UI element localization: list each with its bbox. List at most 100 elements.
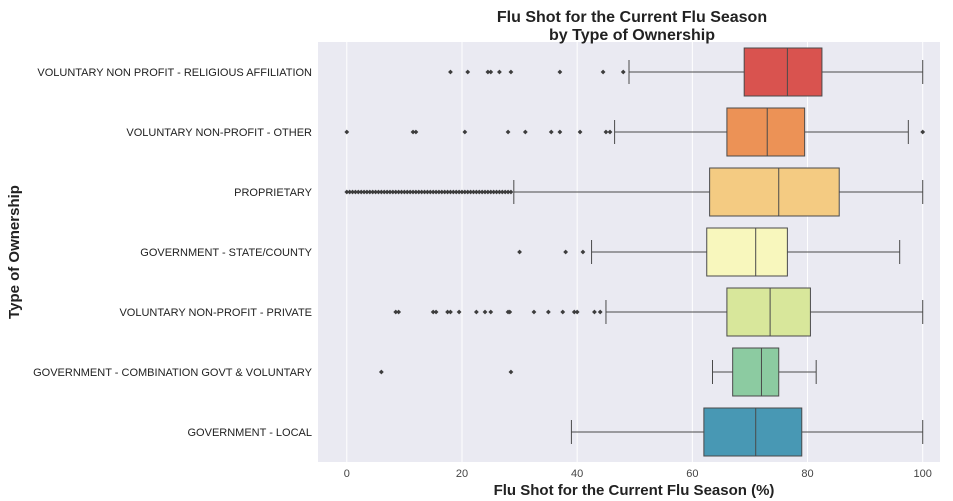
outlier-point	[422, 189, 427, 195]
outlier-point	[488, 69, 494, 75]
box-group	[393, 287, 924, 337]
outlier-point	[450, 189, 456, 195]
iqr-box	[703, 407, 803, 457]
outlier-point	[413, 129, 419, 135]
category-label: PROPRIETARY	[234, 187, 312, 199]
outlier-point	[580, 249, 586, 255]
outlier-point	[410, 189, 416, 195]
outlier-point	[358, 189, 364, 195]
outlier-point	[448, 189, 453, 195]
outlier-point	[399, 189, 404, 195]
outlier-point	[491, 189, 497, 195]
outlier-point	[350, 189, 355, 195]
outlier-point	[497, 189, 502, 195]
outlier-point	[364, 189, 370, 195]
outlier-point	[557, 129, 563, 135]
chart-title-line-2: by Type of Ownership	[549, 27, 715, 44]
box-group	[448, 47, 924, 97]
outlier-point	[482, 309, 488, 315]
outlier-point	[607, 129, 613, 135]
category-label: VOLUNTARY NON-PROFIT - PRIVATE	[119, 307, 312, 319]
outlier-point	[485, 189, 491, 195]
outlier-point	[433, 189, 439, 195]
outlier-point	[473, 309, 479, 315]
outlier-point	[404, 189, 410, 195]
outlier-point	[448, 69, 453, 75]
outlier-point	[393, 309, 399, 315]
x-tick-label: 80	[801, 468, 813, 480]
box-group	[344, 107, 926, 157]
outlier-point	[353, 189, 358, 195]
outlier-point	[439, 189, 445, 195]
outlier-point	[571, 309, 577, 315]
outlier-point	[456, 189, 462, 195]
outlier-point	[920, 129, 926, 135]
outlier-point	[387, 189, 393, 195]
outlier-point	[393, 189, 399, 195]
outlier-point	[482, 189, 488, 195]
x-tick-labels: 0 20 40 60 80 100	[344, 468, 932, 480]
outlier-point	[416, 189, 422, 195]
outlier-point	[378, 369, 384, 375]
outlier-point	[465, 69, 471, 75]
outlier-point	[473, 189, 479, 195]
outlier-point	[344, 129, 350, 135]
outlier-point	[517, 249, 522, 255]
x-tick-label: 0	[344, 468, 350, 480]
outlier-point	[468, 189, 474, 195]
outlier-point	[401, 189, 407, 195]
x-tick-label: 60	[686, 468, 698, 480]
outlier-point	[522, 129, 528, 135]
outlier-point	[370, 189, 376, 195]
category-label: GOVERNMENT - STATE/COUNTY	[140, 247, 312, 259]
box-group	[517, 227, 901, 277]
outlier-point	[577, 129, 583, 135]
outlier-point	[459, 189, 465, 195]
outlier-point	[471, 189, 476, 195]
outlier-point	[378, 189, 384, 195]
outlier-point	[445, 309, 450, 315]
outlier-point	[425, 189, 430, 195]
iqr-box	[743, 47, 823, 97]
outlier-point	[497, 69, 502, 75]
outlier-point	[620, 69, 626, 75]
outlier-point	[436, 189, 442, 195]
outlier-point	[430, 189, 436, 195]
outlier-point	[344, 189, 350, 195]
outlier-point	[419, 189, 425, 195]
outlier-point	[427, 189, 433, 195]
outlier-point	[479, 189, 485, 195]
iqr-box	[732, 347, 780, 397]
outlier-point	[410, 129, 416, 135]
outlier-point	[462, 129, 468, 135]
outlier-point	[507, 309, 513, 315]
outlier-point	[390, 189, 396, 195]
category-labels: VOLUNTARY NON PROFIT - RELIGIOUS AFFILIA…	[33, 67, 313, 439]
outlier-point	[488, 189, 494, 195]
category-label: VOLUNTARY NON-PROFIT - OTHER	[126, 127, 312, 139]
outlier-point	[488, 309, 494, 315]
y-axis-title: Type of Ownership	[6, 185, 23, 319]
outlier-point	[499, 189, 505, 195]
outlier-point	[381, 189, 387, 195]
outlier-point	[548, 129, 554, 135]
outlier-point	[430, 309, 436, 315]
outlier-point	[502, 189, 508, 195]
iqr-box	[706, 227, 788, 277]
iqr-box	[709, 167, 840, 217]
outlier-point	[373, 189, 378, 195]
outlier-point	[453, 189, 459, 195]
box-group	[378, 347, 817, 397]
box-group	[344, 167, 924, 217]
outlier-point	[445, 189, 450, 195]
iqr-box	[726, 107, 806, 157]
category-label: VOLUNTARY NON PROFIT - RELIGIOUS AFFILIA…	[37, 67, 312, 79]
outlier-point	[462, 189, 468, 195]
outlier-point	[508, 189, 514, 195]
outlier-point	[465, 189, 471, 195]
outlier-point	[563, 249, 569, 255]
outlier-point	[485, 69, 491, 75]
outlier-point	[433, 309, 439, 315]
outlier-point	[396, 189, 402, 195]
